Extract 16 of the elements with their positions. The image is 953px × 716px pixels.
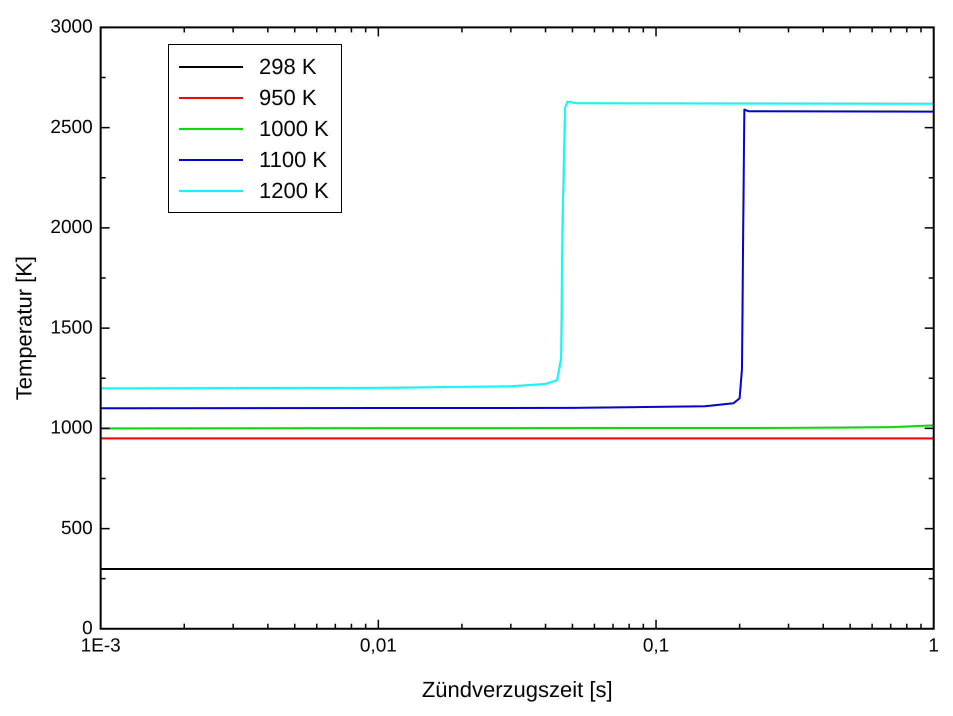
x-tick-label: 1 [928,635,940,656]
y-tick-label: 3000 [50,16,93,38]
x-axis-title: Zündverzugszeit [s] [422,676,613,702]
legend-label: 1100 K [259,146,328,172]
x-tick-label: 0,1 [642,635,670,656]
y-tick-label: 1500 [50,317,93,338]
legend-label: 1200 K [259,178,329,204]
y-axis-title: Temperatur [K] [11,256,36,400]
x-tick-label: 0,01 [360,635,397,656]
legend-label: 1000 K [259,116,329,142]
y-tick-label: 500 [60,518,93,539]
legend-label: 298 K [259,54,316,80]
y-tick-label: 2500 [50,116,93,138]
y-tick-label: 2000 [50,217,93,238]
legend-label: 950 K [259,84,316,110]
y-tick-label: 1000 [50,418,93,439]
